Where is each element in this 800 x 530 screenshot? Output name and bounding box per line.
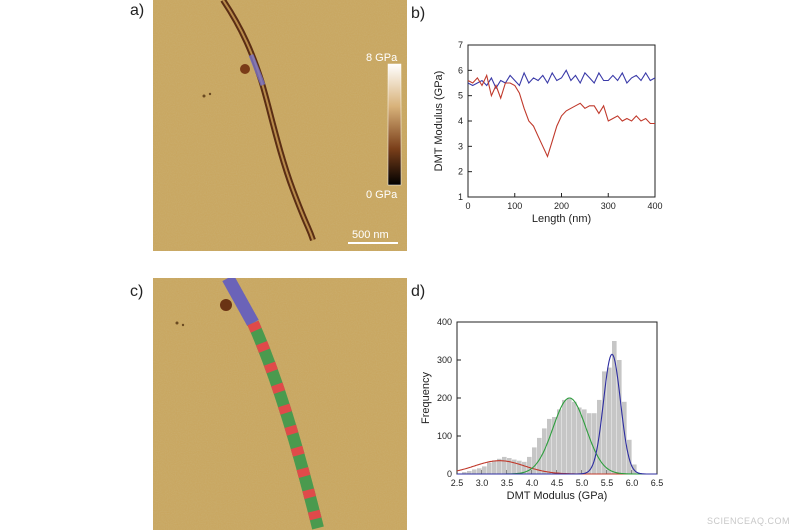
- colorbar-max-label: 8 GPa: [366, 52, 398, 64]
- histogram-bar: [557, 409, 562, 474]
- x-axis-label: DMT Modulus (GPa): [507, 490, 608, 502]
- plot-frame: [467, 44, 656, 198]
- histogram-bar: [537, 437, 542, 474]
- colorbar: [387, 63, 402, 186]
- histogram-bar: [602, 371, 607, 474]
- x-tick-label: 0: [465, 201, 470, 211]
- afm-image-c: [153, 278, 407, 530]
- x-tick-label: 5.0: [576, 478, 589, 488]
- panel-label-a: a): [130, 2, 145, 19]
- y-tick-label: 300: [437, 355, 452, 365]
- y-tick-label: 3: [458, 141, 463, 151]
- x-tick-label: 4.0: [526, 478, 539, 488]
- histogram-bar: [577, 407, 582, 474]
- colorbar-min-label: 0 GPa: [366, 189, 398, 201]
- y-tick-label: 100: [437, 431, 452, 441]
- histogram-bar: [492, 460, 497, 474]
- watermark: SCIENCEAQ.COM: [706, 516, 790, 526]
- histogram-bar: [632, 464, 637, 474]
- scalebar-label: 500 nm: [352, 229, 389, 241]
- histogram-bar: [467, 470, 472, 474]
- histogram-bar: [517, 460, 522, 474]
- x-axis-label: Length (nm): [532, 213, 591, 225]
- histogram-bar: [567, 398, 572, 474]
- x-tick-label: 100: [507, 201, 522, 211]
- modulus-histogram-chart: 2.5 3.0 3.5 4.0 4.5 5.0 5.5 6.0 6.5 0 100 200 300 400…: [420, 317, 664, 502]
- afm-image-a: [153, 0, 407, 251]
- x-tick-label: 3.5: [501, 478, 514, 488]
- y-tick-label: 2: [458, 167, 463, 177]
- histogram-bar: [612, 341, 617, 474]
- series-line-1: [467, 73, 655, 159]
- histogram-bar: [522, 461, 527, 474]
- y-tick-label: 1: [458, 192, 463, 202]
- histogram-bar: [592, 413, 597, 474]
- x-tick-label: 200: [554, 201, 569, 211]
- histogram-bar: [532, 447, 537, 474]
- y-tick-label: 200: [437, 393, 452, 403]
- y-tick-label: 7: [458, 40, 463, 50]
- histogram-bar: [477, 468, 482, 474]
- y-tick-label: 5: [458, 91, 463, 101]
- y-tick-label: 4: [458, 116, 463, 126]
- x-tick-label: 6.5: [651, 478, 664, 488]
- panel-label-c: c): [130, 283, 144, 300]
- histogram-bar: [572, 401, 577, 474]
- x-tick-label: 6.0: [626, 478, 639, 488]
- afm-modulus-map-a: 8 GPa 0 GPa 500 nm: [153, 0, 407, 251]
- panel-label-d: d): [411, 283, 426, 300]
- histogram-bar: [582, 409, 587, 474]
- histogram-bar: [507, 458, 512, 474]
- gaussian-fit-curve-2: [457, 353, 657, 475]
- histogram-bar: [547, 418, 552, 474]
- x-tick-label: 400: [647, 201, 662, 211]
- modulus-profile-chart: 0 100 200 300 400 1 2 3 4 5 6 7 Length (nm) DMT Modul…: [433, 40, 663, 225]
- series-line-0: [467, 69, 656, 90]
- x-tick-label: 5.5: [601, 478, 614, 488]
- histogram-bar: [487, 462, 492, 474]
- scalebar: [348, 242, 398, 244]
- histogram-bar: [527, 456, 532, 474]
- histogram-bar: [562, 399, 567, 474]
- y-tick-label: 400: [437, 317, 452, 327]
- histogram-bar: [502, 456, 507, 474]
- histogram-bar: [617, 360, 622, 474]
- y-tick-label: 6: [458, 65, 463, 75]
- y-axis-label: DMT Modulus (GPa): [433, 71, 445, 172]
- x-tick-label: 2.5: [451, 478, 464, 488]
- histogram-bar: [587, 413, 592, 474]
- y-axis-label: Frequency: [420, 372, 432, 424]
- x-tick-label: 4.5: [551, 478, 564, 488]
- histogram-bar: [472, 469, 477, 474]
- histogram-bar: [607, 367, 612, 474]
- histogram-bar: [552, 417, 557, 474]
- histogram-bar: [462, 472, 467, 474]
- y-tick-label: 0: [447, 469, 452, 479]
- x-tick-label: 3.0: [476, 478, 489, 488]
- panel-label-b: b): [411, 5, 426, 22]
- histogram-bar: [512, 459, 517, 474]
- histogram-bar: [482, 466, 487, 474]
- histogram-bar: [622, 401, 627, 474]
- x-tick-label: 300: [601, 201, 616, 211]
- histogram-bar: [497, 458, 502, 474]
- afm-segmented-map-c: [153, 278, 407, 530]
